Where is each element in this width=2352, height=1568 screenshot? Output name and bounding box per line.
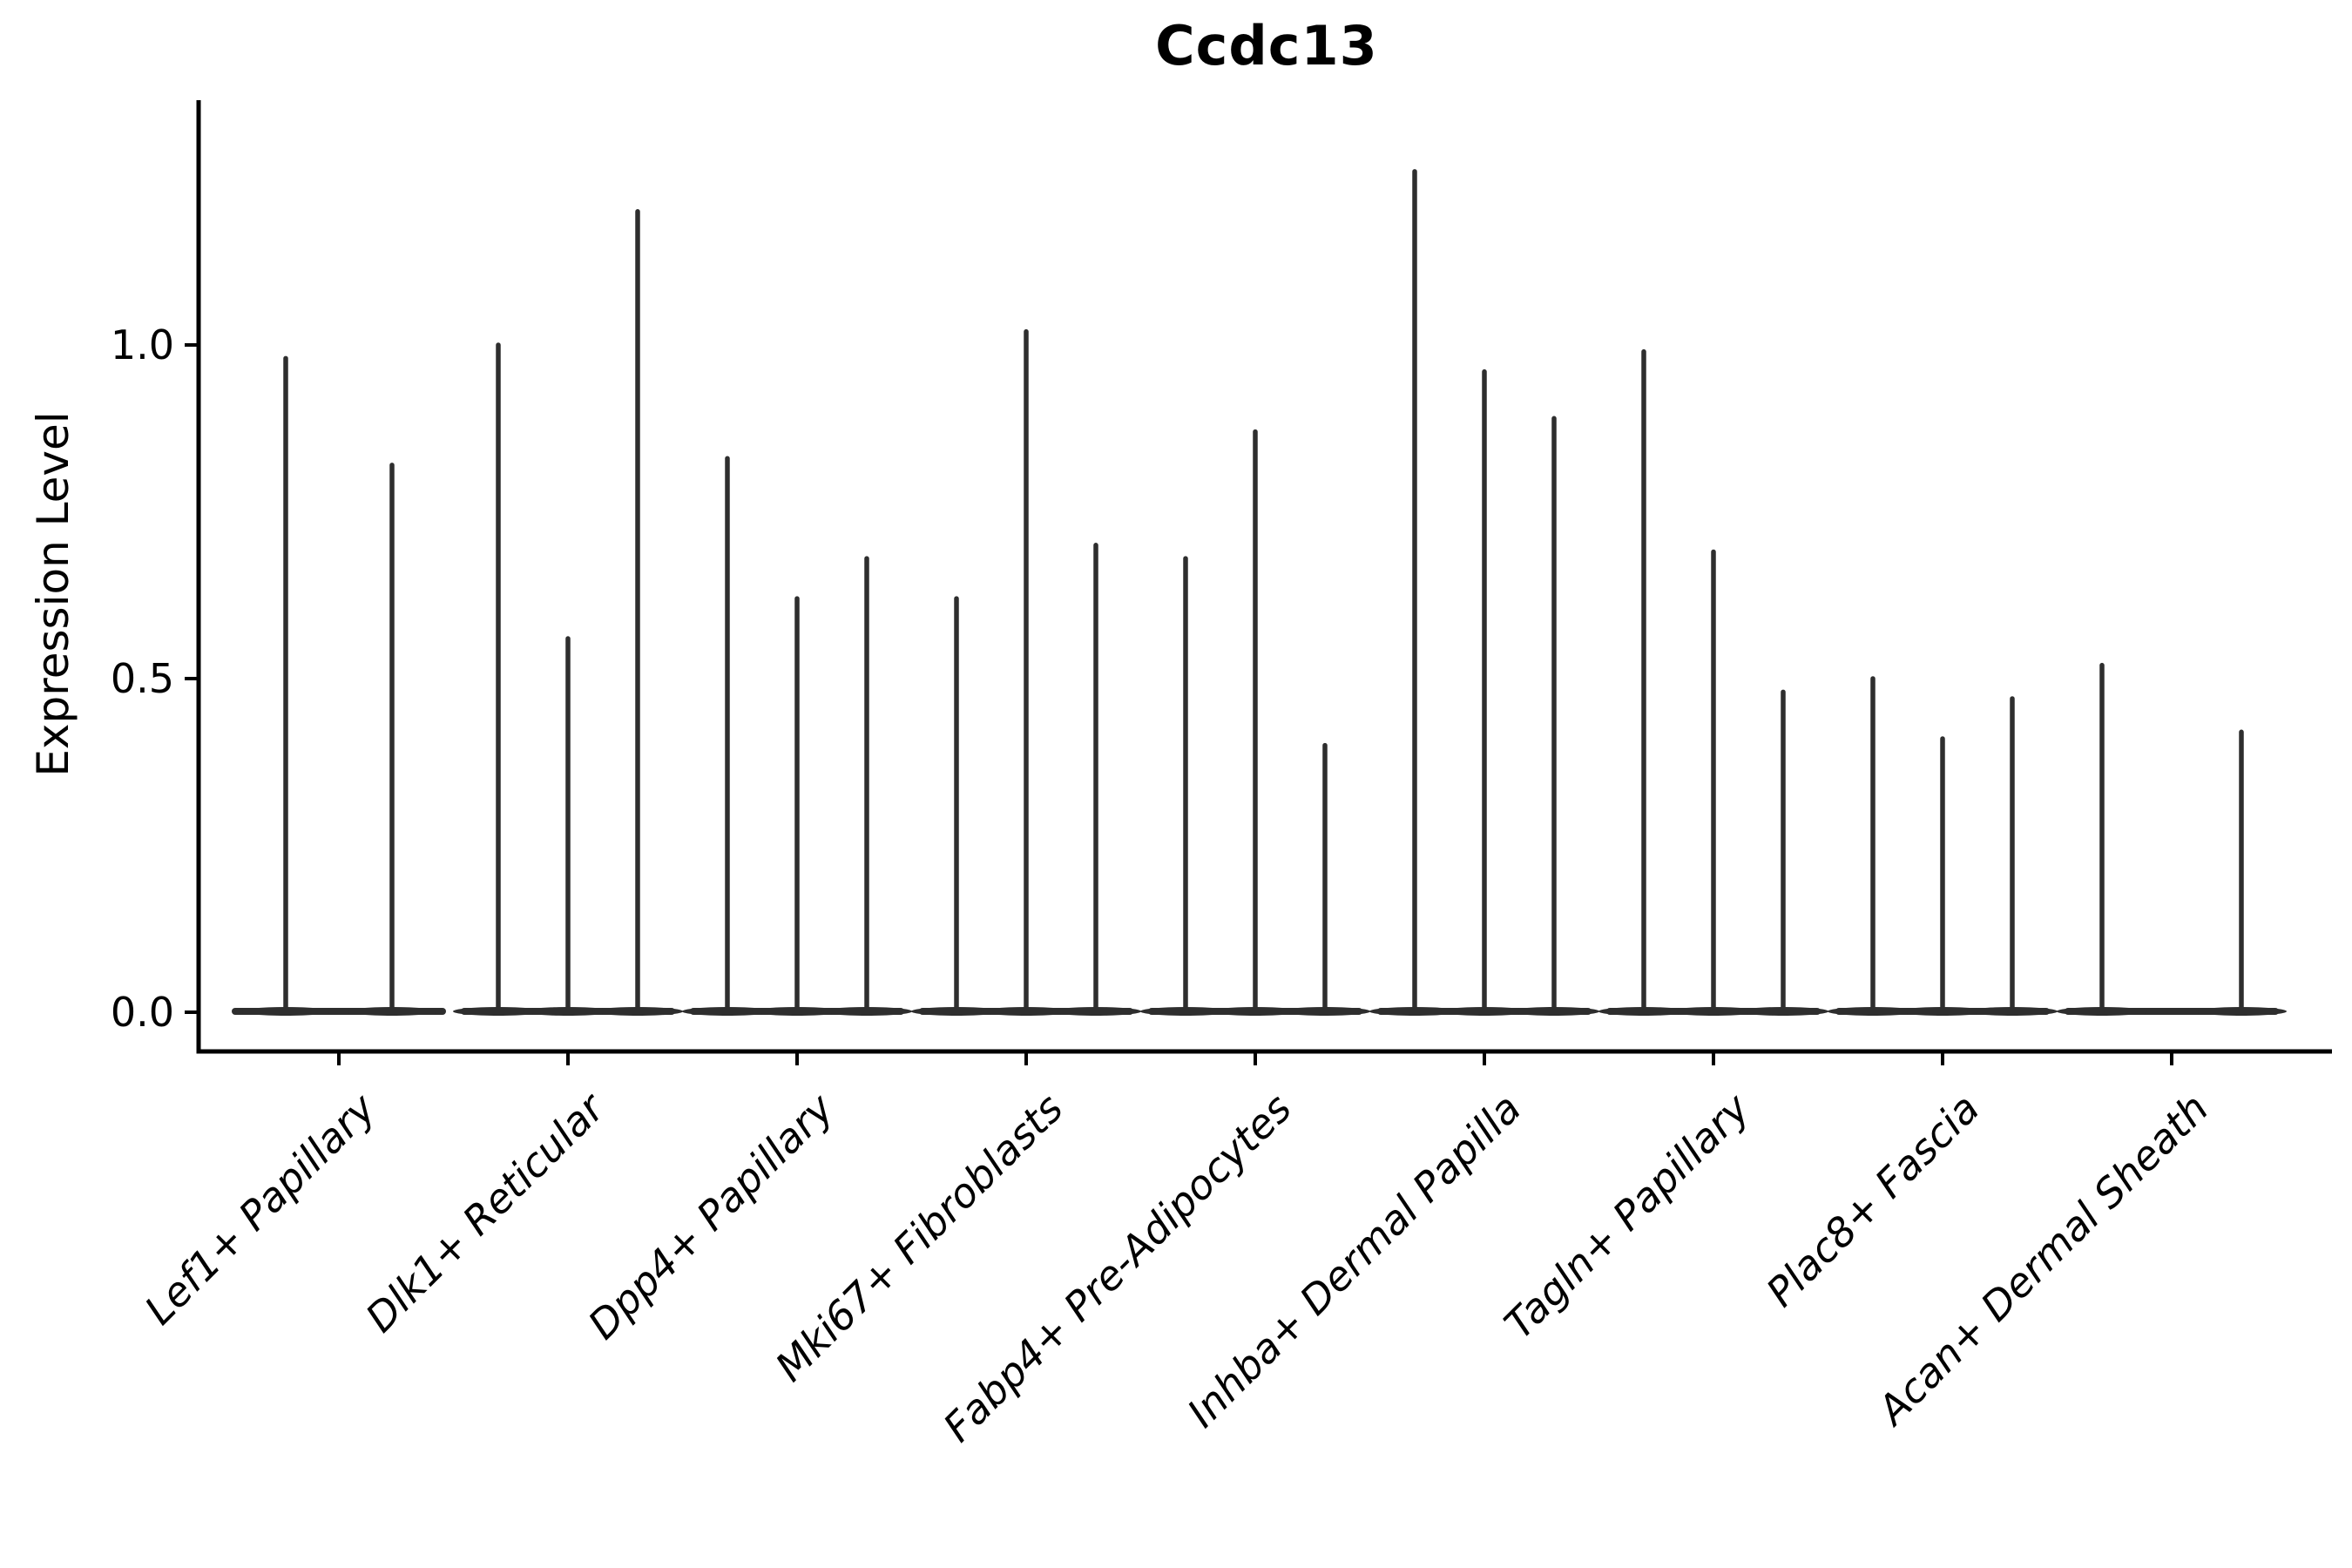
y-tick-label: 1.0 bbox=[110, 321, 174, 368]
plot-title: Ccdc13 bbox=[1155, 14, 1378, 78]
y-tick-label: 0.0 bbox=[110, 989, 174, 1036]
y-tick-label: 0.5 bbox=[110, 655, 174, 702]
